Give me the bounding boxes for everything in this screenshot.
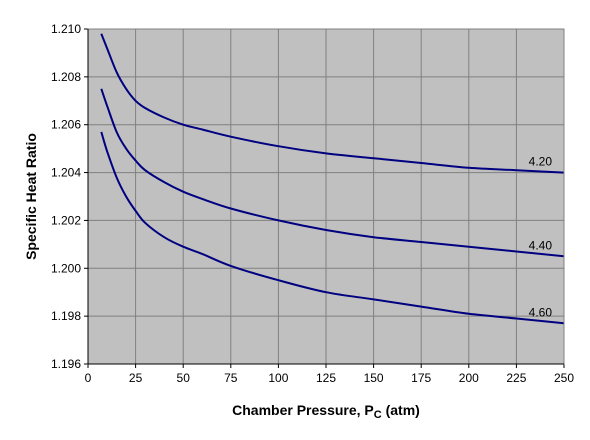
y-tick-label: 1.200 (51, 261, 81, 275)
x-tick-label: 100 (268, 371, 288, 385)
series-line (100, 88, 565, 258)
y-tick-label: 1.198 (51, 309, 81, 323)
x-tick-label: 150 (364, 371, 384, 385)
series-label: 4.20 (529, 155, 553, 169)
series-line (100, 131, 565, 325)
y-tick-label: 1.210 (51, 22, 81, 36)
y-tick-label: 1.204 (51, 166, 81, 180)
x-tick-label: 0 (85, 371, 92, 385)
x-axis-title-subscript: C (374, 409, 382, 421)
x-tick-label: 250 (554, 371, 574, 385)
series-label: 4.60 (529, 305, 553, 319)
series-labels: 4.20 4.40 4.60 (529, 155, 553, 320)
x-tick-label: 175 (411, 371, 431, 385)
x-tick-label: 125 (316, 371, 336, 385)
x-axis-title: Chamber Pressure, PC (atm) (232, 402, 420, 421)
series-label: 4.40 (529, 238, 553, 252)
axes: 0 25 50 75 100 125 150 175 200 225 250 1.196 1.198 1.… (51, 22, 574, 385)
y-tick-label: 1.196 (51, 357, 81, 371)
x-tick-label: 75 (224, 371, 238, 385)
y-tick-label: 1.208 (51, 70, 81, 84)
series-lines (100, 33, 565, 325)
x-tick-label: 25 (129, 371, 143, 385)
x-tick-label: 50 (177, 371, 191, 385)
y-tick-label: 1.202 (51, 213, 81, 227)
x-axis-title-suffix: (atm) (382, 402, 420, 418)
x-tick-label: 200 (459, 371, 479, 385)
y-axis-title: Specific Heat Ratio (23, 133, 39, 260)
x-tick-label: 225 (506, 371, 526, 385)
y-tick-label: 1.206 (51, 118, 81, 132)
x-axis-title-main: Chamber Pressure, P (232, 402, 374, 418)
series-line (100, 33, 565, 174)
